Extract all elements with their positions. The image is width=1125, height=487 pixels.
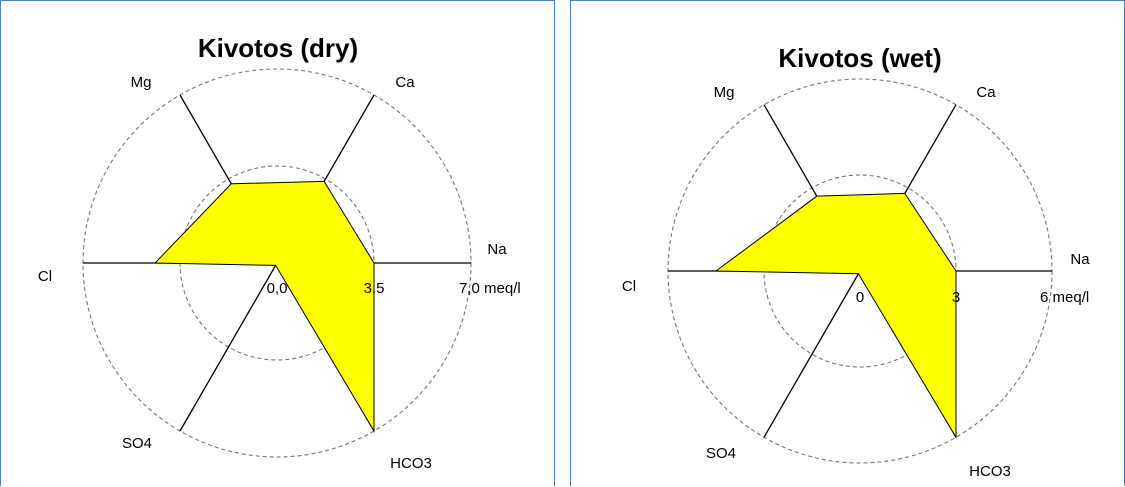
scale-tick-label: 3 (952, 289, 960, 306)
axis-label-so4: SO4 (706, 445, 736, 462)
axis-label-hco3: HCO3 (390, 455, 432, 472)
chart-panel-dry: Kivotos (dry) Na Ca Mg Cl SO4 HCO3 0,0 3,5 7,0 m… (0, 0, 555, 486)
axis-label-mg: Mg (131, 74, 152, 91)
data-polygon (155, 181, 374, 431)
axis-label-cl: Cl (38, 268, 52, 285)
data-polygon (716, 193, 956, 437)
scale-tick-label: 3,5 (364, 280, 385, 297)
data-layer (155, 181, 374, 431)
scale-tick-label: 7,0 meq/l (459, 280, 521, 297)
scale-tick-label: 6 meq/l (1040, 289, 1089, 306)
axis-label-cl: Cl (622, 278, 636, 295)
label-layer: Na Ca Mg Cl SO4 HCO3 0,0 3,5 7,0 meq/l (38, 74, 521, 472)
axis-label-hco3: HCO3 (969, 463, 1011, 480)
label-layer: Na Ca Mg Cl SO4 HCO3 0 3 6 meq/l (622, 84, 1090, 480)
axis-label-so4: SO4 (122, 435, 152, 452)
axis-label-na: Na (487, 241, 507, 258)
radar-chart-wet: Kivotos (wet) Na Ca Mg Cl SO4 HCO3 0 3 6 meq/l (571, 1, 1125, 487)
axis-so4 (180, 263, 277, 431)
axis-label-mg: Mg (714, 84, 735, 101)
chart-title: Kivotos (dry) (198, 33, 358, 63)
axis-label-ca: Ca (976, 84, 996, 101)
chart-title: Kivotos (wet) (778, 43, 941, 73)
axis-label-na: Na (1070, 251, 1090, 268)
chart-panel-wet: Kivotos (wet) Na Ca Mg Cl SO4 HCO3 0 3 6 meq/l (570, 0, 1125, 486)
scale-tick-label: 0,0 (267, 280, 288, 297)
axis-so4 (764, 271, 860, 437)
scale-tick-label: 0 (856, 289, 864, 306)
axis-label-ca: Ca (395, 74, 415, 91)
radar-chart-dry: Kivotos (dry) Na Ca Mg Cl SO4 HCO3 0,0 3,5 7,0 m… (1, 1, 556, 487)
data-layer (716, 193, 956, 437)
